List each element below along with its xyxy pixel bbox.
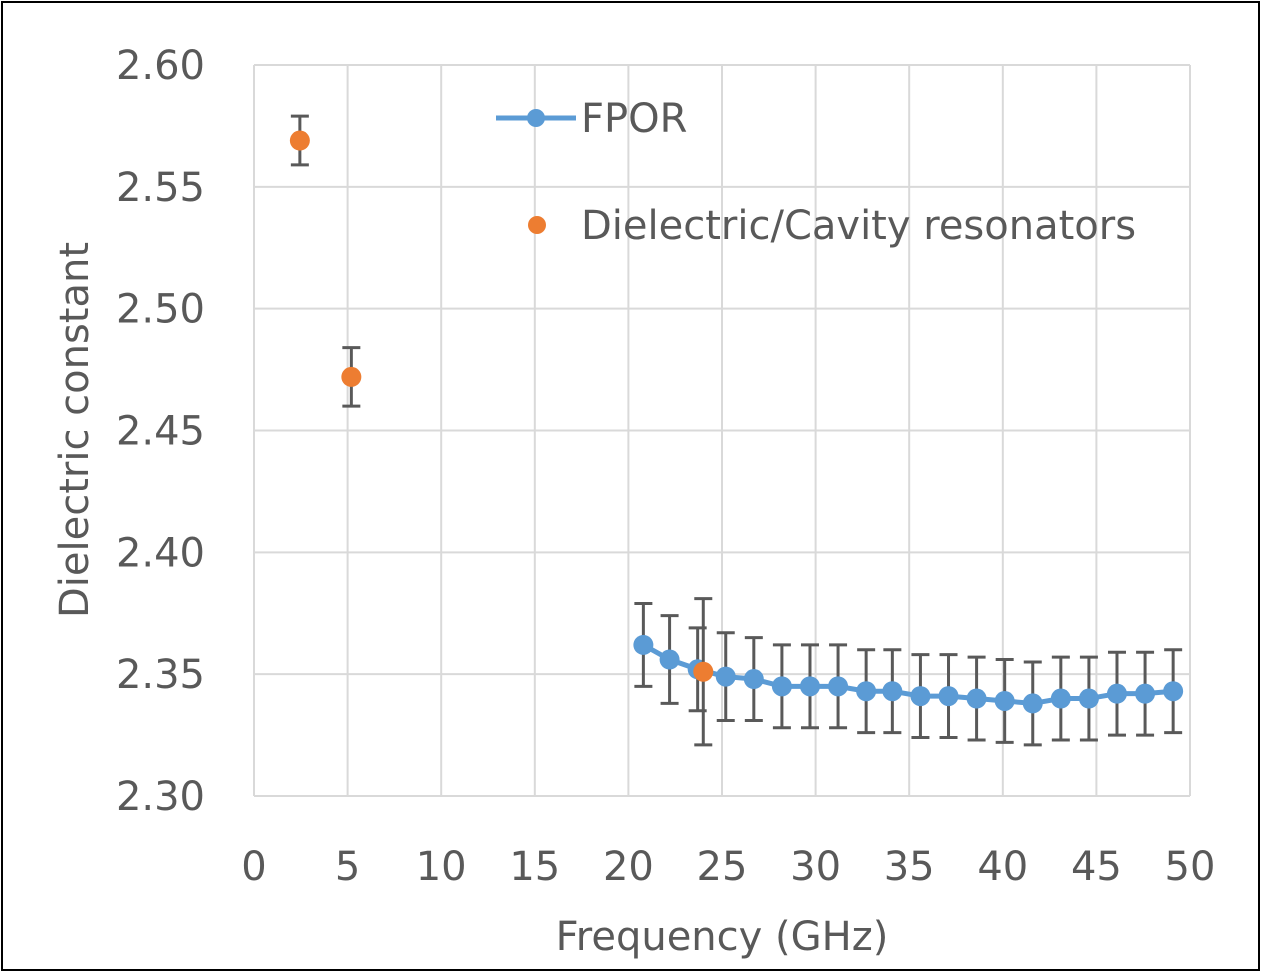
data-point: [693, 661, 714, 682]
y-tick-labels: 2.30 2.35 2.40 2.45 2.50 2.55 2.60: [116, 43, 205, 820]
grid: [253, 64, 1191, 797]
series-layer: [289, 114, 1184, 747]
x-tick-label: 20: [603, 844, 654, 890]
x-tick-label: 35: [884, 844, 935, 890]
series-fpor: [633, 602, 1184, 747]
data-point: [715, 666, 736, 687]
y-tick-label: 2.35: [116, 652, 205, 698]
x-tick-label: 45: [1071, 844, 1122, 890]
data-point: [994, 690, 1015, 711]
y-tick-label: 2.45: [116, 409, 205, 455]
data-point: [1135, 683, 1156, 704]
y-tick-label: 2.40: [116, 530, 205, 576]
legend-resonator-marker: [528, 216, 546, 234]
legend-resonator-label: Dielectric/Cavity resonators: [581, 203, 1136, 249]
data-point: [828, 676, 849, 697]
data-point: [1163, 681, 1184, 702]
legend-fpor-marker: [527, 109, 545, 127]
data-point: [966, 688, 987, 709]
data-point: [659, 649, 680, 670]
data-point: [743, 669, 764, 690]
y-axis-label: Dielectric constant: [52, 242, 98, 618]
series-resonators: [289, 114, 714, 747]
data-point: [341, 366, 362, 387]
data-point: [1106, 683, 1127, 704]
x-tick-labels: 0 5 10 15 20 25 30 35 40 45 50: [241, 844, 1215, 890]
x-tick-label: 50: [1165, 844, 1216, 890]
data-point: [771, 676, 792, 697]
x-tick-label: 5: [335, 844, 360, 890]
data-point: [289, 130, 310, 151]
data-point: [1022, 693, 1043, 714]
y-tick-label: 2.50: [116, 287, 205, 333]
x-tick-label: 0: [241, 844, 266, 890]
x-tick-label: 30: [790, 844, 841, 890]
data-point: [1050, 688, 1071, 709]
data-point: [882, 681, 903, 702]
x-tick-label: 15: [509, 844, 560, 890]
legend: FPOR Dielectric/Cavity resonators: [496, 96, 1136, 249]
data-point: [910, 686, 931, 707]
x-tick-label: 25: [697, 844, 748, 890]
data-point: [1078, 688, 1099, 709]
data-point: [799, 676, 820, 697]
data-point: [938, 686, 959, 707]
y-tick-label: 2.60: [116, 43, 205, 89]
x-tick-label: 10: [416, 844, 467, 890]
legend-fpor-label: FPOR: [581, 96, 687, 142]
x-tick-label: 40: [977, 844, 1028, 890]
x-axis-label: Frequency (GHz): [556, 914, 889, 960]
y-tick-label: 2.55: [116, 165, 205, 211]
data-point: [856, 681, 877, 702]
data-point: [633, 634, 654, 655]
y-tick-label: 2.30: [116, 774, 205, 820]
